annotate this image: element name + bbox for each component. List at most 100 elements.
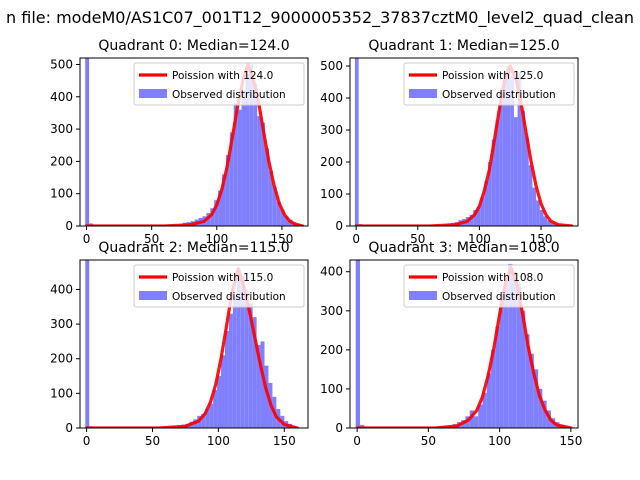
hist-bar <box>512 271 517 428</box>
hist-bar <box>525 334 530 428</box>
hist-bar <box>482 392 487 428</box>
axes-frame <box>79 259 309 429</box>
hist-bar <box>469 410 474 428</box>
y-tick-label: 100 <box>50 386 73 400</box>
hist-bar <box>476 206 481 226</box>
hist-bar <box>517 72 522 226</box>
hist-bar <box>257 116 262 226</box>
hist-bar <box>248 303 253 428</box>
hist-bar <box>513 117 518 226</box>
axes-frame <box>349 259 579 429</box>
legend-fit-label: Poission with 124.0 <box>172 70 273 82</box>
legend-box <box>133 62 305 106</box>
x-tick-label: 100 <box>207 434 230 448</box>
hist-bar <box>491 139 496 226</box>
legend-observed-label: Observed distribution <box>172 89 286 101</box>
hist-bar <box>272 187 277 226</box>
y-tick-label: 200 <box>320 155 343 169</box>
hist-bar <box>256 344 261 428</box>
hist-bar <box>240 275 245 428</box>
axes-frame <box>349 57 579 227</box>
hist-bar <box>236 268 241 428</box>
y-tick-label: 100 <box>320 187 343 201</box>
legend-fit-label: Poission with 108.0 <box>442 272 543 284</box>
hist-bar <box>521 310 526 428</box>
x-tick-label: 50 <box>144 232 159 246</box>
y-tick-label: 400 <box>320 265 343 279</box>
hist-bar <box>486 373 492 428</box>
hist-bar <box>499 299 504 428</box>
hist-bar <box>210 208 215 226</box>
hist-bar <box>538 388 543 428</box>
hist-bar <box>478 404 483 428</box>
legend-fit-label: Poission with 125.0 <box>442 70 543 82</box>
x-tick-label: 0 <box>83 232 91 246</box>
hist-bar <box>253 83 258 226</box>
hist-bar <box>354 58 359 226</box>
x-tick-label: 100 <box>468 232 491 246</box>
x-tick-label: 50 <box>410 232 425 246</box>
x-tick-label: 100 <box>205 232 228 246</box>
hist-bar <box>516 283 521 428</box>
y-tick-label: 0 <box>65 421 73 435</box>
hist-bar <box>261 122 266 226</box>
x-tick-label: 50 <box>145 434 160 448</box>
hist-bar <box>280 209 285 226</box>
y-tick-label: 300 <box>320 123 343 137</box>
hist-bar <box>484 181 489 226</box>
x-tick-label: 0 <box>352 232 360 246</box>
x-tick-label: 0 <box>353 434 361 448</box>
y-tick-label: 0 <box>335 219 343 233</box>
hist-bar <box>268 171 273 226</box>
hist-bar <box>473 210 477 226</box>
hist-bar <box>244 289 249 428</box>
legend-bar-swatch <box>409 291 437 300</box>
hist-bar <box>229 132 234 226</box>
y-tick-label: 0 <box>335 421 343 435</box>
hist-bar <box>233 103 238 226</box>
legend-bar-swatch <box>139 291 167 300</box>
x-tick-label: 150 <box>559 434 582 448</box>
quadrant-1-panel: 0 50 100 150 0 100 200 300 400 500 Quadrant 1: Med… <box>320 38 579 246</box>
legend-bar-swatch <box>139 89 167 98</box>
hist-bar <box>276 201 281 226</box>
x-tick-label: 150 <box>270 232 293 246</box>
quadrant-3-panel: 0 50 100 150 0 100 200 300 400 Quadrant 3: Median… <box>320 240 582 448</box>
plot-area <box>84 260 300 428</box>
hist-bar <box>225 154 230 226</box>
legend-fit-label: Poission with 115.0 <box>172 272 273 284</box>
y-tick-label: 200 <box>50 154 73 168</box>
y-tick-label: 100 <box>320 382 343 396</box>
hist-bar <box>550 222 555 226</box>
hist-bar <box>241 90 246 226</box>
hist-bar <box>521 110 526 226</box>
x-tick-label: 0 <box>83 434 91 448</box>
legend-box <box>403 264 575 308</box>
hist-bar <box>503 279 509 428</box>
x-tick-label: 150 <box>273 434 296 448</box>
hist-bar <box>85 58 90 226</box>
hist-bar <box>502 72 507 226</box>
legend-bar-swatch <box>409 89 437 98</box>
hist-bar <box>529 353 534 428</box>
hist-bar <box>245 74 250 226</box>
y-tick-label: 300 <box>50 122 73 136</box>
quadrant-title: Quadrant 0: Median=124.0 <box>98 38 289 54</box>
y-tick-label: 400 <box>50 282 73 296</box>
x-tick-label: 50 <box>421 434 436 448</box>
hist-bar <box>214 200 219 226</box>
legend-observed-label: Observed distribution <box>442 291 556 303</box>
y-tick-label: 300 <box>320 304 343 318</box>
hist-bar <box>506 66 511 226</box>
hist-bar <box>205 408 210 428</box>
axes-frame <box>79 57 309 227</box>
hist-bar <box>249 64 254 226</box>
hist-bar <box>532 187 537 226</box>
hist-bar <box>232 296 237 428</box>
hist-bar <box>543 216 548 226</box>
hist-bar <box>221 355 225 428</box>
y-tick-label: 100 <box>50 187 73 201</box>
hist-bar <box>252 317 257 428</box>
legend-box <box>133 264 305 308</box>
